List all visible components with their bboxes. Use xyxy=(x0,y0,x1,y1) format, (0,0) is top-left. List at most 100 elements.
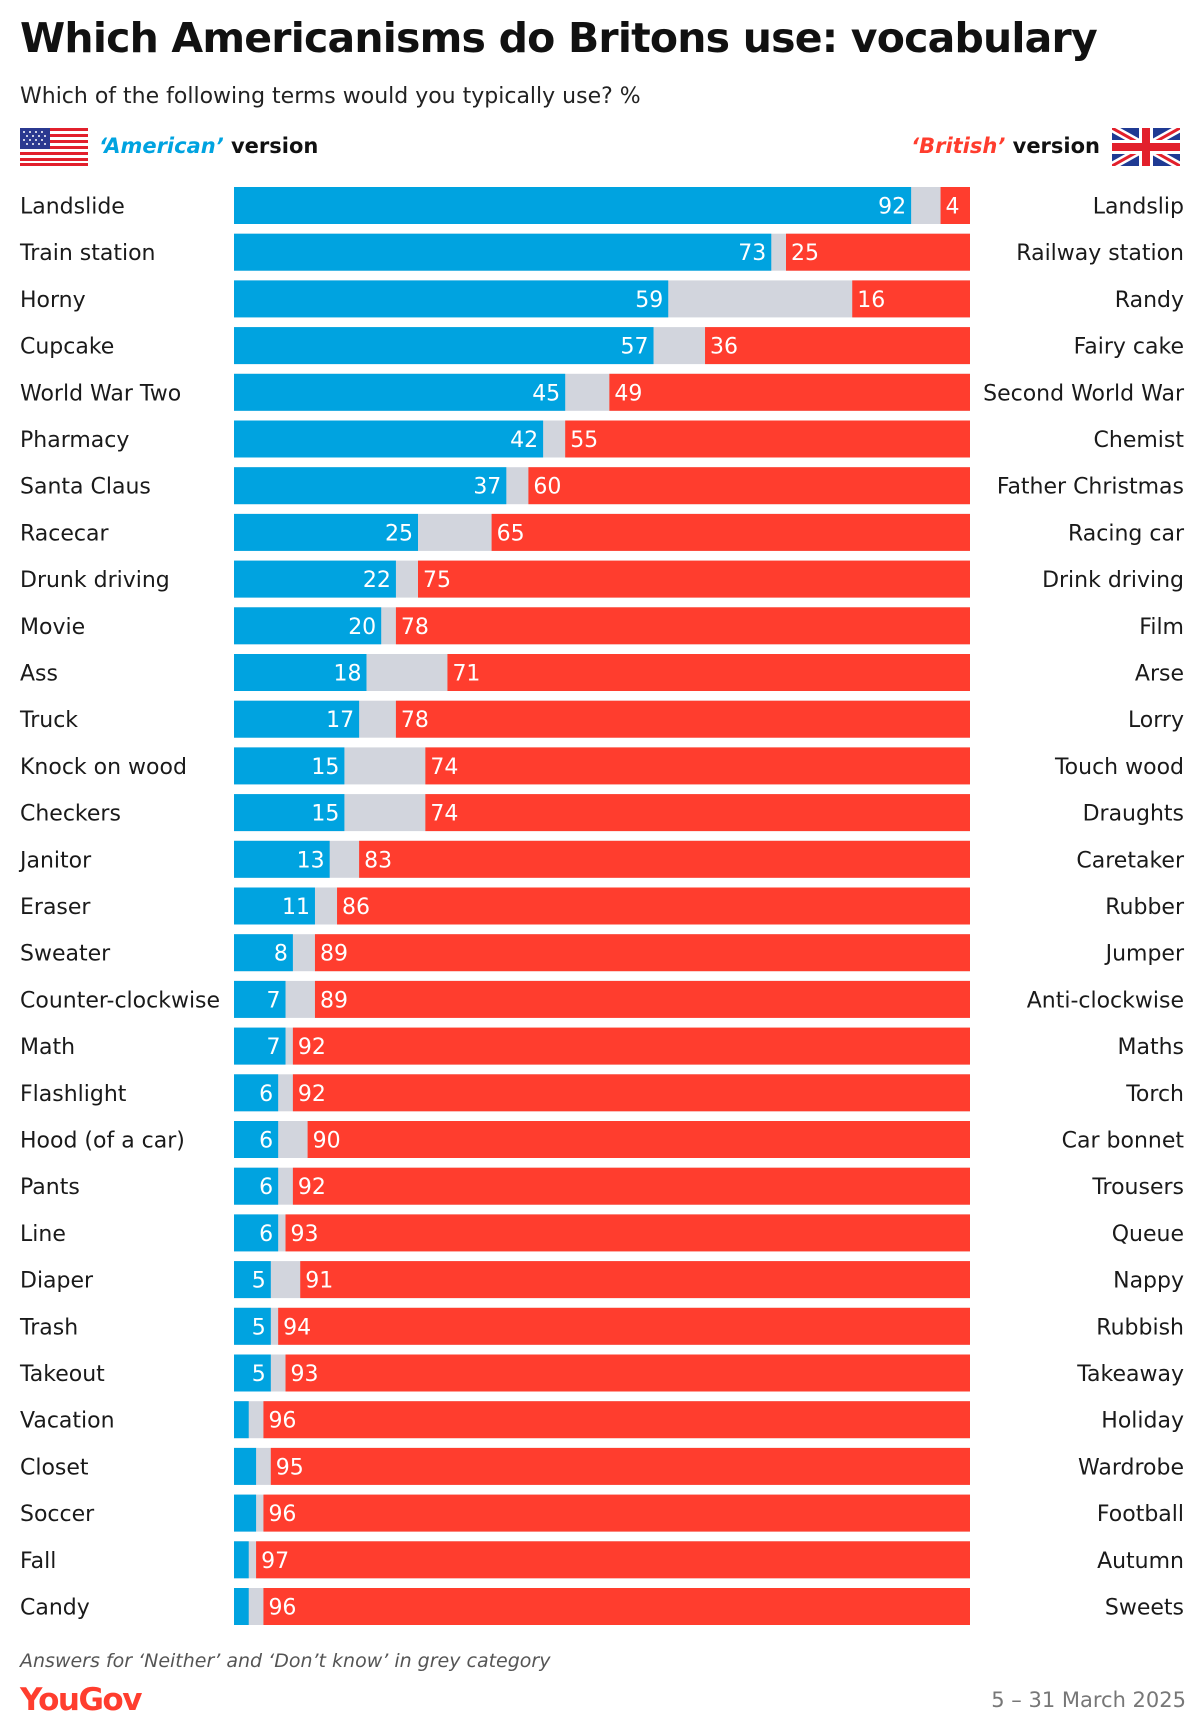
row-label-british: Film xyxy=(1139,615,1184,640)
bar-british xyxy=(705,327,970,365)
bar-american xyxy=(234,887,315,925)
bar-american xyxy=(234,187,912,224)
bar-row: 59 16 Horny Randy xyxy=(20,280,1184,318)
bar-row: 5 94 Trash Rubbish xyxy=(19,1307,1184,1345)
bar-american xyxy=(234,1541,249,1579)
uk-flag-icon xyxy=(1112,128,1180,166)
bar-row: 96 Candy Sweets xyxy=(20,1588,1184,1625)
value-label-british: 96 xyxy=(268,1502,296,1527)
us-flag-icon xyxy=(20,128,88,166)
row-label-british: Queue xyxy=(1112,1222,1184,1247)
bar-british xyxy=(395,607,970,645)
bar-american xyxy=(234,280,669,318)
bar-american xyxy=(234,327,654,365)
bar-row: 96 Vacation Holiday xyxy=(20,1401,1184,1439)
row-label-american: Landslide xyxy=(20,195,125,220)
bar-british xyxy=(491,513,970,551)
bar-row: 5 91 Diaper Nappy xyxy=(20,1261,1184,1299)
row-label-american: Trash xyxy=(19,1315,78,1340)
legend-american-rest: version xyxy=(223,134,319,158)
legend-british: ‘British’ version xyxy=(911,134,1100,158)
row-label-british: Rubbish xyxy=(1096,1315,1184,1340)
survey-dates: 5 – 31 March 2025 xyxy=(991,1688,1186,1712)
bar-american xyxy=(234,467,507,505)
value-label-american: 45 xyxy=(532,381,560,406)
bar-british xyxy=(292,1167,970,1205)
value-label-american: 92 xyxy=(878,195,906,220)
value-label-british: 89 xyxy=(320,988,348,1013)
value-label-british: 86 xyxy=(342,895,370,920)
value-label-american: 42 xyxy=(510,428,538,453)
value-label-american: 73 xyxy=(738,241,766,266)
value-label-american: 17 xyxy=(326,708,354,733)
bar-british xyxy=(300,1261,970,1299)
value-label-british: 89 xyxy=(320,942,348,967)
bar-american xyxy=(234,1494,257,1532)
value-label-british: 96 xyxy=(268,1596,296,1621)
row-label-british: Chemist xyxy=(1094,428,1185,453)
bar-american xyxy=(234,420,544,458)
row-label-american: Drunk driving xyxy=(20,568,170,593)
bar-row: 42 55 Pharmacy Chemist xyxy=(20,420,1185,458)
value-label-british: 92 xyxy=(298,1175,326,1200)
row-label-british: Trousers xyxy=(1091,1175,1184,1200)
bar-row: 13 83 Janitor Caretaker xyxy=(18,840,1185,878)
bar-row: 22 75 Drunk driving Drink driving xyxy=(20,560,1184,598)
value-label-british: 55 xyxy=(570,428,598,453)
bar-row: 18 71 Ass Arse xyxy=(20,654,1184,691)
value-label-british: 93 xyxy=(291,1362,319,1387)
row-label-american: Closet xyxy=(20,1455,89,1480)
bar-british xyxy=(263,1588,970,1625)
chart-subtitle: Which of the following terms would you t… xyxy=(20,84,641,109)
row-label-american: Soccer xyxy=(20,1502,95,1527)
value-label-british: 74 xyxy=(430,755,458,780)
bar-row: 8 89 Sweater Jumper xyxy=(20,934,1185,972)
bar-american xyxy=(234,747,345,785)
row-label-american: Flashlight xyxy=(20,1082,127,1107)
bar-british xyxy=(263,1494,970,1532)
row-label-british: Arse xyxy=(1135,662,1184,687)
value-label-american: 7 xyxy=(267,988,281,1013)
row-label-british: Maths xyxy=(1118,1035,1185,1060)
row-label-british: Landslip xyxy=(1093,195,1184,220)
legend-british-word: ‘British’ xyxy=(911,134,1006,158)
row-label-british: Anti-clockwise xyxy=(1027,988,1184,1013)
value-label-british: 65 xyxy=(497,521,525,546)
bar-row: 97 Fall Autumn xyxy=(20,1541,1184,1579)
row-label-british: Jumper xyxy=(1104,942,1185,967)
value-label-american: 18 xyxy=(333,662,361,687)
bar-american xyxy=(234,1354,271,1392)
bar-american xyxy=(234,700,360,738)
bar-american xyxy=(234,1401,249,1439)
row-label-british: Nappy xyxy=(1113,1269,1184,1294)
bar-british xyxy=(256,1541,971,1579)
row-label-american: Math xyxy=(20,1035,75,1060)
legend-british-rest: version xyxy=(1005,134,1100,158)
value-label-british: 91 xyxy=(305,1269,333,1294)
value-label-british: 94 xyxy=(283,1315,311,1340)
bar-row: 6 92 Flashlight Torch xyxy=(20,1074,1184,1112)
bar-british xyxy=(425,747,970,785)
bar-row: 25 65 Racecar Racing car xyxy=(20,513,1185,551)
row-label-british: Draughts xyxy=(1083,802,1184,827)
bar-american xyxy=(234,980,286,1018)
chart-title: Which Americanisms do Britons use: vocab… xyxy=(20,14,1098,62)
bar-american xyxy=(234,1261,271,1299)
bar-american xyxy=(234,1074,279,1112)
bar-american xyxy=(234,513,418,551)
value-label-british: 60 xyxy=(533,475,561,500)
bar-row: 7 89 Counter-clockwise Anti-clockwise xyxy=(20,980,1184,1018)
row-label-american: Vacation xyxy=(20,1409,115,1434)
bar-british xyxy=(940,187,970,224)
value-label-american: 57 xyxy=(621,335,649,360)
bar-british xyxy=(565,420,970,458)
bar-british xyxy=(270,1447,970,1485)
bar-british xyxy=(285,1214,970,1252)
row-label-british: Wardrobe xyxy=(1078,1455,1184,1480)
value-label-british: 97 xyxy=(261,1549,289,1574)
row-label-american: Pants xyxy=(20,1175,80,1200)
value-label-british: 95 xyxy=(276,1455,304,1480)
bar-american xyxy=(234,373,566,411)
row-label-british: Sweets xyxy=(1105,1596,1184,1621)
